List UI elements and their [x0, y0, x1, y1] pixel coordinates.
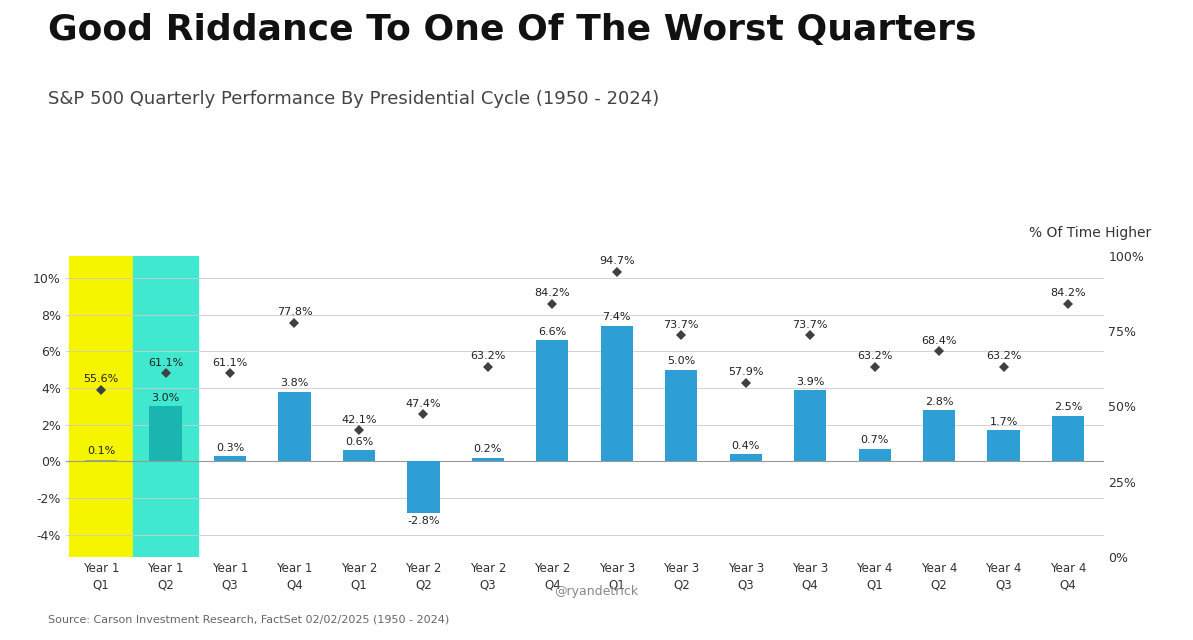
Bar	[214, 456, 246, 461]
Text: 2.5%: 2.5%	[1053, 403, 1082, 412]
Text: 84.2%: 84.2%	[534, 288, 570, 298]
Text: 0.2%: 0.2%	[474, 444, 502, 454]
Text: 84.2%: 84.2%	[1050, 288, 1086, 298]
Text: Good Riddance To One Of The Worst Quarters: Good Riddance To One Of The Worst Quarte…	[48, 13, 976, 47]
Text: 0.3%: 0.3%	[216, 443, 245, 452]
Text: 94.7%: 94.7%	[599, 257, 635, 266]
Text: -2.8%: -2.8%	[407, 516, 440, 526]
Text: 3.8%: 3.8%	[280, 378, 309, 388]
Text: 6.6%: 6.6%	[538, 327, 567, 337]
Bar	[536, 340, 568, 461]
Text: Source: Carson Investment Research, FactSet 02/02/2025 (1950 - 2024): Source: Carson Investment Research, Fact…	[48, 614, 449, 624]
Text: 55.6%: 55.6%	[84, 374, 118, 384]
Text: 63.2%: 63.2%	[470, 351, 506, 361]
Text: 47.4%: 47.4%	[406, 399, 441, 409]
Text: 7.4%: 7.4%	[602, 312, 631, 323]
Bar	[795, 390, 827, 461]
Text: 63.2%: 63.2%	[857, 351, 892, 361]
Text: 68.4%: 68.4%	[921, 335, 957, 346]
Text: 73.7%: 73.7%	[792, 319, 828, 330]
Bar	[923, 410, 956, 461]
Text: 63.2%: 63.2%	[985, 351, 1021, 361]
Text: 3.0%: 3.0%	[152, 393, 180, 403]
Text: 0.1%: 0.1%	[87, 446, 116, 456]
Bar	[342, 451, 375, 461]
Text: 5.0%: 5.0%	[667, 356, 696, 367]
Bar	[666, 370, 698, 461]
Bar	[859, 449, 891, 461]
Text: 3.9%: 3.9%	[796, 376, 824, 387]
Text: 61.1%: 61.1%	[212, 358, 248, 367]
Text: 42.1%: 42.1%	[341, 415, 377, 425]
Text: 57.9%: 57.9%	[728, 367, 764, 377]
Text: 0.4%: 0.4%	[731, 441, 760, 451]
Text: 0.6%: 0.6%	[345, 437, 373, 447]
Text: 61.1%: 61.1%	[148, 358, 184, 367]
Text: 1.7%: 1.7%	[989, 417, 1018, 427]
Text: 2.8%: 2.8%	[925, 397, 953, 407]
Bar	[1052, 415, 1084, 461]
Bar	[730, 454, 762, 461]
Text: 0.7%: 0.7%	[860, 435, 889, 445]
Bar	[407, 461, 439, 513]
Bar	[149, 406, 181, 461]
Bar	[988, 430, 1020, 461]
Bar	[278, 392, 310, 461]
Bar	[69, 256, 134, 557]
Text: 77.8%: 77.8%	[277, 307, 313, 317]
Bar	[601, 326, 633, 461]
Text: S&P 500 Quarterly Performance By Presidential Cycle (1950 - 2024): S&P 500 Quarterly Performance By Preside…	[48, 90, 659, 108]
Text: 73.7%: 73.7%	[663, 319, 699, 330]
Bar	[134, 256, 198, 557]
Bar	[85, 460, 117, 461]
Text: @ryandetrick: @ryandetrick	[555, 586, 638, 598]
Bar	[471, 458, 503, 461]
Text: % Of Time Higher: % Of Time Higher	[1030, 226, 1151, 240]
